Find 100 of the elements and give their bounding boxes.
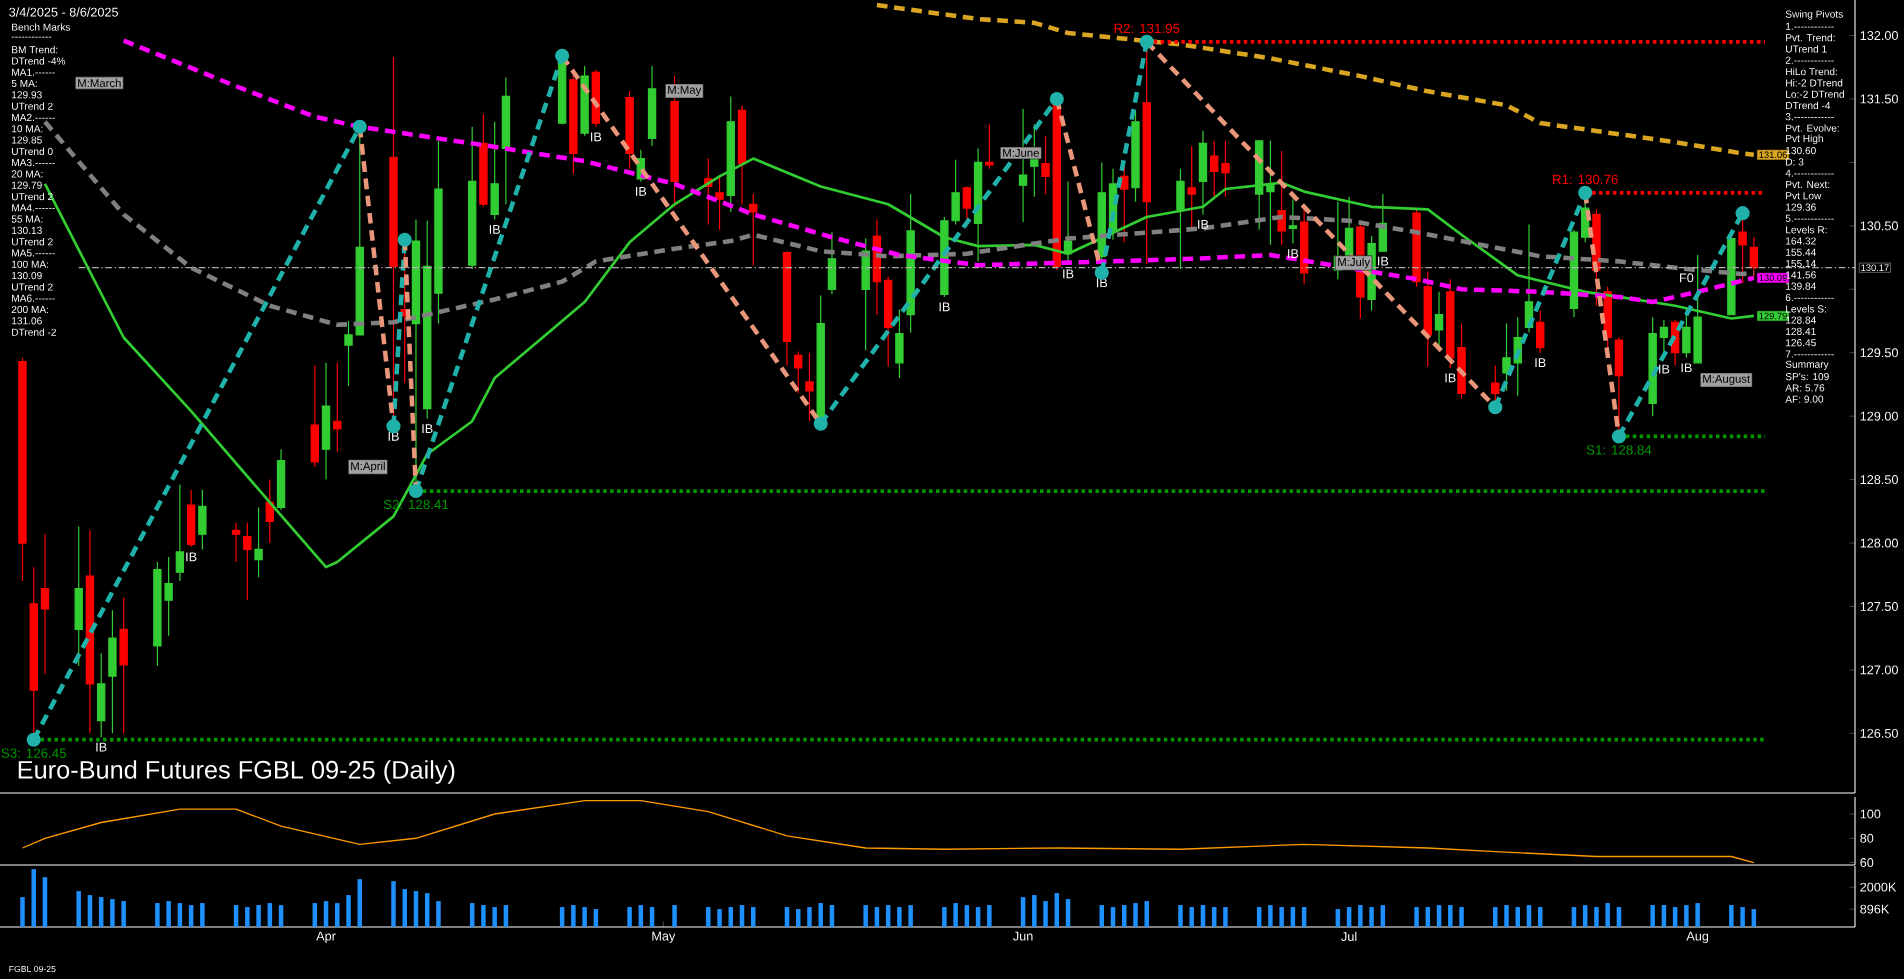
data-label: 129.79 [1759,312,1787,320]
annotation: 2.------------ [1785,56,1834,64]
annotation: IB [489,225,500,234]
annotation: 139.84 [1786,282,1816,290]
annotation: 20 MA: [11,170,43,178]
y-tick-label: 128.50 [1860,475,1898,485]
annotation: Pvt Low [1786,192,1822,200]
y-tick-label: 2000K [1860,882,1897,892]
x-tick-label: Apr [316,931,336,944]
annotation: 1.------------ [1786,22,1834,30]
chart-subtitle: 3/4/2025 - 8/6/2025 [9,7,119,17]
annotation: Summary [1785,360,1829,370]
annotation: ------------ [11,36,52,38]
ref-line-label: S1: 128.84 [1586,445,1652,455]
annotation: 126.45 [1786,339,1816,347]
annotation: MA2.------ [12,113,55,121]
y-tick-label: 60 [1860,858,1874,868]
annotation: IB [1445,373,1456,383]
y-tick-label: 129.50 [1860,348,1898,358]
annotation: UTrend 2 [12,102,53,110]
annotation: IB [422,424,433,434]
annotation: D: 3 [1786,158,1804,166]
annotation: 131.06 [12,317,42,325]
annotation: IB [1198,220,1209,229]
annotation: 5 MA: [11,79,37,88]
annotation: 100 MA: [12,260,49,268]
annotation: Levels S: [1786,305,1827,313]
annotation: IB [96,742,107,752]
ref-line-label: 130.17 [1861,264,1889,272]
annotation: DTrend -4 [1786,101,1831,110]
annotation: IB [1659,364,1670,374]
annotation: IB [636,187,647,196]
y-tick-label: 129.00 [1860,411,1898,421]
annotation: Pvt. Evolve: [1786,124,1839,132]
annotation: 129.93 [12,91,42,99]
y-tick-label: 80 [1860,833,1874,843]
annotation: 10 MA: [12,125,43,133]
x-tick-label: Aug [1686,931,1709,944]
annotation: 55 MA: [11,215,43,223]
annotation: IB [1681,363,1692,373]
annotation: IB [939,302,950,312]
y-tick-label: 128.00 [1860,538,1898,548]
ref-line-label: R1: 130.76 [1553,174,1618,185]
annotation: DTrend -4% [12,57,66,65]
annotation: 130.13 [12,226,42,234]
annotation: IB [1535,358,1546,368]
annotation: 5.------------ [1785,214,1834,222]
annotation: F0 [1680,273,1694,283]
annotation: 129.85 [12,136,42,144]
annotation: 6.------------ [1785,293,1834,302]
annotation: BM Trend: [12,45,58,54]
annotation: IB [186,552,197,562]
text: FGBL 09-25 [9,965,56,973]
annotation: UTrend 2 [12,237,53,246]
ref-line-label: S3: 126.45 [1,748,67,758]
annotation: M:August [1703,374,1751,386]
annotation: Bench Marks [12,23,71,31]
annotation: M:March [78,78,121,88]
annotation: MA1.------ [12,68,55,76]
annotation: 7.------------ [1785,350,1834,358]
annotation: AR: 5.76 [1785,384,1825,392]
annotation: IB [1063,269,1074,279]
annotation: M:June [1003,149,1039,157]
y-tick-label: 100 [1860,809,1881,819]
annotation: MA6.------ [12,294,55,302]
annotation: Pvt High [1786,134,1823,145]
annotation: 128.41 [1786,327,1816,335]
annotation: 130.09 [12,271,42,280]
y-tick-label: 127.50 [1860,602,1898,611]
y-tick-label: 131.50 [1860,94,1898,104]
y-tick-label: 127.00 [1860,665,1898,675]
annotation: 164.32 [1786,237,1816,245]
annotation: UTrend 2 [12,283,53,291]
annotation: 130.60 [1786,146,1816,155]
annotation: IB [1378,256,1389,266]
annotation: MA5.------ [12,249,55,257]
annotation: 4.------------ [1785,169,1834,177]
annotation: 200 MA: [11,305,49,314]
annotation: MA3.------ [12,158,55,167]
annotation: HiLo Trend: [1786,67,1837,76]
annotation: Pvt. Next: [1786,180,1830,189]
x-tick-label: Jul [1341,931,1357,942]
text: Euro-Bund Futures FGBL 09-25 (Daily) [18,760,455,784]
data-label: 131.06 [1759,151,1787,159]
annotation: Swing Pivots [1785,10,1843,20]
annotation: 129.79 [12,181,42,189]
annotation: Lo:-2 DTrend [1786,90,1844,98]
annotation: UTrend 0 [12,147,53,156]
annotation: UTrend 1 [1786,45,1827,53]
annotation: IB [591,132,602,142]
annotation: MA4.------ [12,204,55,212]
x-tick-label: May [652,931,676,944]
x-tick-label: Jun [1013,931,1033,941]
annotation: IB [1096,278,1108,288]
annotation: 128.84 [1786,316,1816,324]
y-tick-label: 130.50 [1860,221,1898,231]
annotation: 155.44 [1786,248,1816,256]
ref-line-label: R2: 131.95 [1114,23,1180,34]
y-tick-label: 126.50 [1860,728,1898,738]
annotation: Hi:-2 DTrend [1786,79,1843,87]
